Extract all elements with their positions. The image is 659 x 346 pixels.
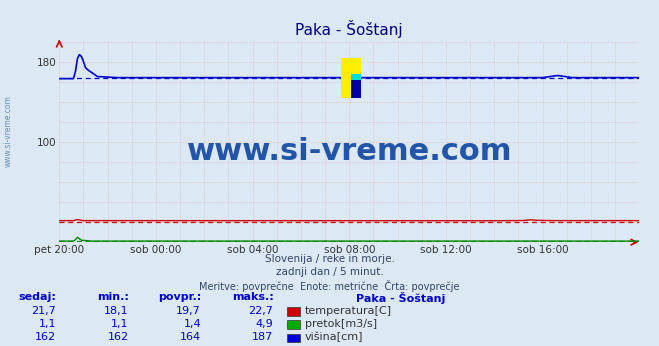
Text: povpr.:: povpr.: [158, 292, 201, 302]
Text: min.:: min.: [97, 292, 129, 302]
Text: pretok[m3/s]: pretok[m3/s] [305, 319, 377, 329]
Text: 22,7: 22,7 [248, 306, 273, 316]
Text: Paka - Šoštanj: Paka - Šoštanj [356, 292, 445, 304]
Text: 4,9: 4,9 [256, 319, 273, 329]
Text: maks.:: maks.: [232, 292, 273, 302]
Text: sedaj:: sedaj: [18, 292, 56, 302]
Text: 1,1: 1,1 [111, 319, 129, 329]
Text: 187: 187 [252, 332, 273, 342]
Bar [351, 74, 361, 98]
Text: zadnji dan / 5 minut.: zadnji dan / 5 minut. [275, 267, 384, 277]
Text: www.si-vreme.com: www.si-vreme.com [3, 95, 13, 167]
Text: 1,1: 1,1 [38, 319, 56, 329]
Text: Slovenija / reke in morje.: Slovenija / reke in morje. [264, 254, 395, 264]
Text: 162: 162 [35, 332, 56, 342]
Text: 1,4: 1,4 [183, 319, 201, 329]
Text: 164: 164 [180, 332, 201, 342]
Text: 162: 162 [107, 332, 129, 342]
Bar [341, 57, 361, 98]
Text: 19,7: 19,7 [176, 306, 201, 316]
Text: Meritve: povprečne  Enote: metrične  Črta: povprečje: Meritve: povprečne Enote: metrične Črta:… [199, 280, 460, 292]
Text: www.si-vreme.com: www.si-vreme.com [186, 137, 512, 166]
Text: 21,7: 21,7 [31, 306, 56, 316]
Bar [351, 80, 361, 98]
Text: temperatura[C]: temperatura[C] [305, 306, 392, 316]
Text: 18,1: 18,1 [104, 306, 129, 316]
Title: Paka - Šoštanj: Paka - Šoštanj [295, 20, 403, 38]
Text: višina[cm]: višina[cm] [305, 332, 364, 342]
